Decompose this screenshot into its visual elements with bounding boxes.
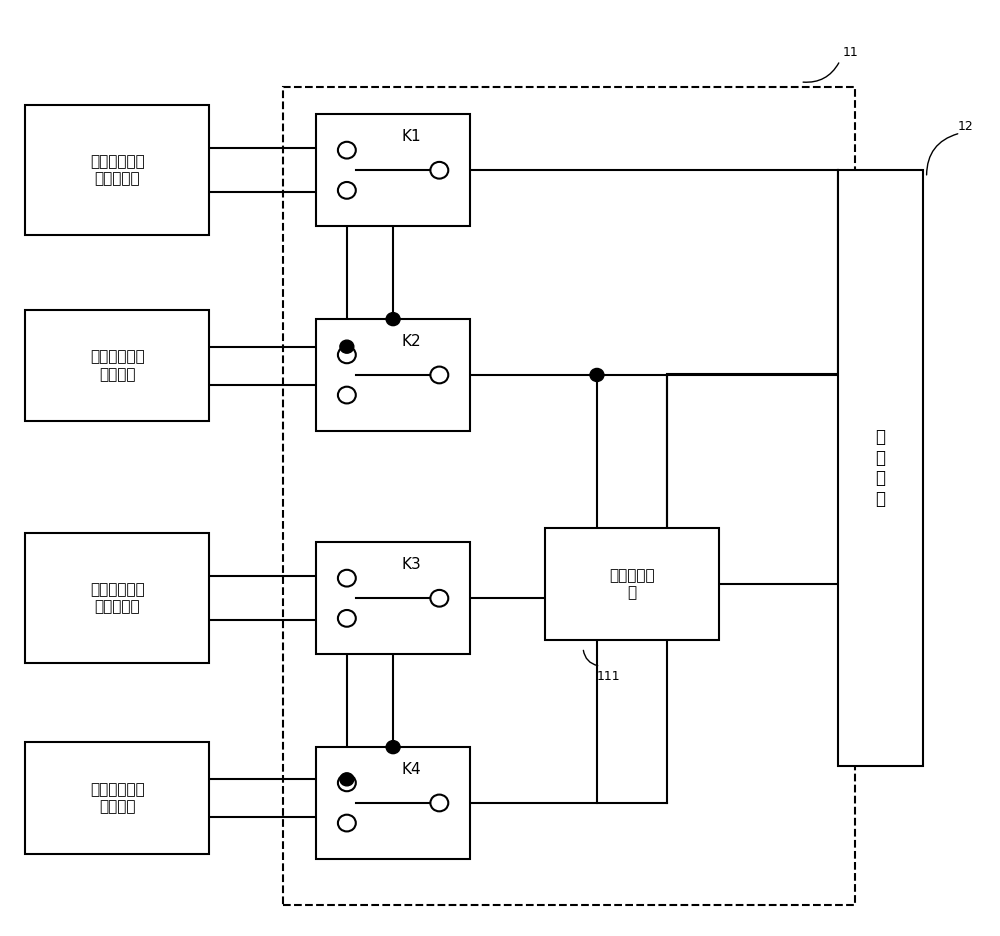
Bar	[316, 747, 470, 859]
Circle shape	[338, 774, 356, 791]
Bar	[316, 114, 470, 227]
Bar	[316, 319, 470, 431]
Circle shape	[590, 369, 604, 382]
Text: 电压检测单
元: 电压检测单 元	[609, 568, 655, 601]
Text: 12: 12	[957, 120, 973, 133]
Circle shape	[430, 162, 448, 179]
Bar	[283, 86, 855, 905]
Bar	[25, 534, 209, 664]
Text: 快速以太网信
号处理单元: 快速以太网信 号处理单元	[90, 154, 145, 186]
Text: 差分串行信号
处理单元: 差分串行信号 处理单元	[90, 782, 145, 814]
Circle shape	[340, 773, 354, 786]
Bar	[838, 170, 923, 766]
Bar	[25, 105, 209, 235]
Circle shape	[338, 814, 356, 831]
Circle shape	[340, 340, 354, 353]
Circle shape	[338, 182, 356, 198]
Text: K4: K4	[402, 762, 421, 777]
Circle shape	[386, 740, 400, 753]
Circle shape	[430, 590, 448, 607]
Circle shape	[338, 141, 356, 158]
Text: 差分串行信号
处理单元: 差分串行信号 处理单元	[90, 349, 145, 382]
Bar	[25, 742, 209, 855]
Circle shape	[338, 570, 356, 587]
Text: 111: 111	[597, 670, 621, 683]
Text: 复
用
接
口: 复 用 接 口	[875, 428, 885, 508]
Text: 快速以太网信
号处理单元: 快速以太网信 号处理单元	[90, 582, 145, 614]
Circle shape	[430, 367, 448, 384]
Bar	[545, 529, 719, 640]
Circle shape	[338, 610, 356, 627]
Text: K3: K3	[402, 557, 421, 572]
Circle shape	[386, 313, 400, 326]
Text: K2: K2	[402, 334, 421, 349]
Text: K1: K1	[402, 129, 421, 144]
Bar	[25, 310, 209, 421]
Circle shape	[338, 346, 356, 363]
Circle shape	[338, 387, 356, 403]
Text: 11: 11	[843, 46, 859, 59]
Bar	[316, 543, 470, 654]
Circle shape	[430, 795, 448, 812]
